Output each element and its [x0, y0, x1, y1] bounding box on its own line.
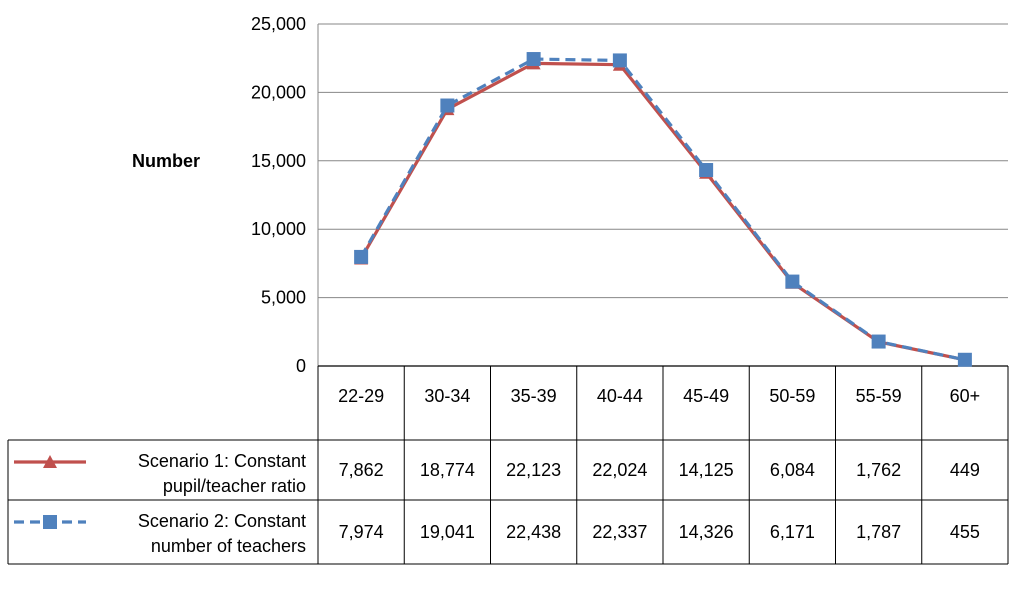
y-tick-label: 10,000: [251, 219, 306, 239]
legend-key-square: [43, 515, 57, 529]
data-table-cell: 14,125: [679, 460, 734, 480]
legend-key-triangle: [43, 455, 57, 468]
series-marker-square: [354, 249, 369, 264]
x-category-label: 55-59: [856, 386, 902, 406]
data-table-cell: 1,762: [856, 460, 901, 480]
data-table-cell: 22,337: [592, 522, 647, 542]
x-category-label: 50-59: [769, 386, 815, 406]
x-category-label: 40-44: [597, 386, 643, 406]
x-category-label: 22-29: [338, 386, 384, 406]
legend-entry-line2: number of teachers: [151, 536, 306, 556]
data-table-cell: 18,774: [420, 460, 475, 480]
data-table-cell: 19,041: [420, 522, 475, 542]
legend-entry-line2: pupil/teacher ratio: [163, 476, 306, 496]
series-marker-square: [871, 334, 886, 349]
y-tick-label: 20,000: [251, 82, 306, 102]
series-marker-square: [526, 52, 541, 67]
x-category-label: 45-49: [683, 386, 729, 406]
data-table-cell: 7,974: [339, 522, 384, 542]
data-table-cell: 22,123: [506, 460, 561, 480]
series-marker-square: [957, 352, 972, 367]
data-table-cell: 6,171: [770, 522, 815, 542]
y-tick-label: 0: [296, 356, 306, 376]
data-table-cell: 22,438: [506, 522, 561, 542]
legend-entry-line1: Scenario 2: Constant: [138, 511, 306, 531]
data-table-cell: 6,084: [770, 460, 815, 480]
data-table-cell: 1,787: [856, 522, 901, 542]
series-line: [359, 57, 966, 362]
series-marker-square: [699, 163, 714, 178]
x-category-label: 30-34: [424, 386, 470, 406]
series-marker-square: [612, 53, 627, 68]
data-table-cell: 449: [950, 460, 980, 480]
x-category-label: 35-39: [511, 386, 557, 406]
data-table-cell: 455: [950, 522, 980, 542]
data-table-cell: 22,024: [592, 460, 647, 480]
x-category-label: 60+: [950, 386, 981, 406]
series-marker-square: [440, 98, 455, 113]
y-tick-label: 5,000: [261, 288, 306, 308]
y-tick-label: 25,000: [251, 14, 306, 34]
y-tick-label: 15,000: [251, 151, 306, 171]
y-axis-label: Number: [132, 151, 200, 171]
series-marker-square: [785, 274, 800, 289]
data-table-cell: 14,326: [679, 522, 734, 542]
data-table-cell: 7,862: [339, 460, 384, 480]
legend-entry-line1: Scenario 1: Constant: [138, 451, 306, 471]
